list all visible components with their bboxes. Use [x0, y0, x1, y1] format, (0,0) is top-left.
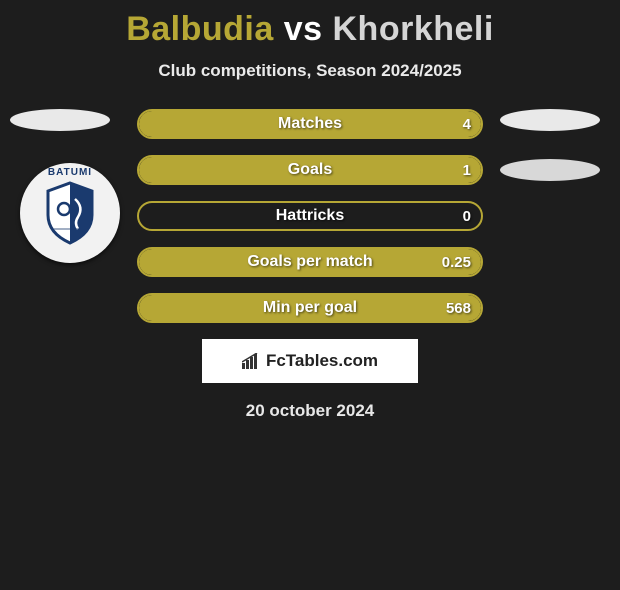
stat-label: Goals — [139, 157, 481, 183]
stat-label: Goals per match — [139, 249, 481, 275]
stat-value: 568 — [446, 295, 471, 321]
team2-name: Khorkheli — [333, 10, 494, 48]
club-badge: BATUMI — [20, 163, 120, 263]
team1-name: Balbudia — [126, 10, 274, 48]
brand-box[interactable]: FcTables.com — [202, 339, 418, 383]
page-title: Balbudia vs Khorkheli — [0, 10, 620, 49]
team2-ellipse2-icon — [500, 159, 600, 181]
content-area: BATUMI Matches4 Goals1 Hattricks0 Goals per… — [0, 109, 620, 421]
stat-row: Goals1 — [137, 155, 483, 185]
team2-ellipse-icon — [500, 109, 600, 131]
stat-value: 0 — [463, 203, 471, 229]
stats-table: Matches4Goals1Hattricks0Goals per match0… — [137, 109, 483, 323]
subtitle: Club competitions, Season 2024/2025 — [0, 61, 620, 81]
stat-row: Matches4 — [137, 109, 483, 139]
stat-value: 1 — [463, 157, 471, 183]
team1-ellipse-icon — [10, 109, 110, 131]
stat-row: Hattricks0 — [137, 201, 483, 231]
stat-label: Matches — [139, 111, 481, 137]
stat-value: 4 — [463, 111, 471, 137]
date-label: 20 october 2024 — [0, 401, 620, 421]
stat-row: Min per goal568 — [137, 293, 483, 323]
stat-row: Goals per match0.25 — [137, 247, 483, 277]
badge-top-text: BATUMI — [20, 167, 120, 178]
stat-label: Hattricks — [139, 203, 481, 229]
stat-value: 0.25 — [442, 249, 471, 275]
brand-text: FcTables.com — [266, 351, 378, 371]
shield-icon — [44, 181, 96, 245]
brand-label: FcTables.com — [242, 351, 378, 371]
chart-bars-icon — [242, 353, 262, 369]
title-separator: vs — [284, 10, 323, 48]
stat-label: Min per goal — [139, 295, 481, 321]
